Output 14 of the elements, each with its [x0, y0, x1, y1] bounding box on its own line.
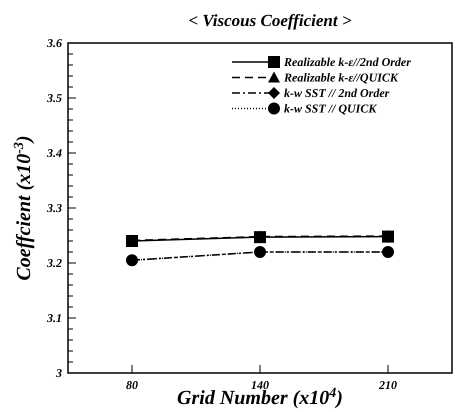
legend-label: Realizable k-ε//QUICK [283, 70, 399, 84]
y-tick-label: 3.4 [46, 146, 62, 160]
legend-label: k-w SST // 2nd Order [284, 86, 390, 100]
x-tick-label: 210 [378, 378, 397, 392]
y-tick-label: 3.2 [46, 256, 62, 270]
legend-label: k-w SST // QUICK [284, 102, 378, 116]
x-tick-label: 80 [126, 378, 138, 392]
legend-label: Realizable k-ε//2nd Order [283, 55, 412, 69]
chart-title: < Viscous Coefficient > [188, 11, 352, 30]
y-tick-label: 3.1 [46, 311, 62, 325]
y-tick-label: 3.6 [46, 36, 62, 50]
y-tick-label: 3 [55, 366, 62, 380]
y-tick-label: 3.3 [46, 201, 62, 215]
y-tick-label: 3.5 [46, 91, 62, 105]
